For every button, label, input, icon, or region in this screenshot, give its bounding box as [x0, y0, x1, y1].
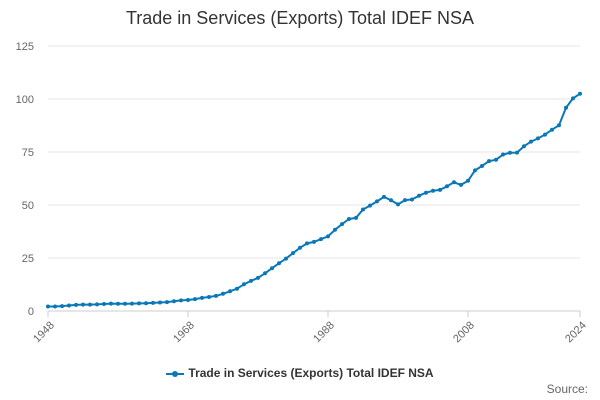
data-point[interactable]	[263, 271, 267, 276]
x-tick-label: 1968	[171, 319, 197, 345]
data-point[interactable]	[361, 207, 365, 212]
data-point[interactable]	[431, 188, 435, 193]
data-point[interactable]	[193, 297, 197, 302]
data-point[interactable]	[480, 164, 484, 168]
y-tick-label: 100	[16, 94, 34, 106]
y-axis: 0 25 50 75 100 125	[16, 41, 34, 318]
legend-marker-icon	[166, 369, 185, 379]
data-point[interactable]	[165, 300, 169, 305]
data-point[interactable]	[543, 132, 547, 137]
x-tick-label: 1948	[31, 319, 57, 345]
data-point[interactable]	[67, 303, 71, 308]
x-tick-label: 2024	[563, 319, 589, 345]
data-point[interactable]	[109, 301, 113, 306]
y-tick-label: 125	[16, 41, 34, 53]
data-point[interactable]	[319, 237, 323, 242]
data-point[interactable]	[200, 295, 204, 300]
data-point[interactable]	[249, 278, 253, 283]
data-point[interactable]	[235, 286, 239, 291]
data-point[interactable]	[186, 298, 190, 302]
data-point[interactable]	[333, 227, 337, 232]
data-point[interactable]	[256, 275, 260, 280]
data-point[interactable]	[74, 302, 78, 307]
data-point[interactable]	[102, 302, 106, 306]
data-point[interactable]	[424, 190, 428, 195]
data-point[interactable]	[326, 234, 330, 239]
data-point[interactable]	[291, 251, 295, 256]
data-point[interactable]	[130, 301, 134, 306]
data-point[interactable]	[347, 217, 351, 221]
data-point[interactable]	[452, 180, 456, 185]
data-point[interactable]	[60, 304, 64, 309]
data-point[interactable]	[151, 300, 155, 305]
data-point[interactable]	[529, 139, 533, 144]
data-point[interactable]	[214, 293, 218, 298]
data-point[interactable]	[487, 159, 491, 164]
data-point[interactable]	[571, 96, 575, 101]
y-tick-label: 50	[22, 200, 34, 212]
data-point[interactable]	[445, 184, 449, 189]
data-point[interactable]	[305, 241, 309, 246]
x-tick-label: 1988	[311, 319, 337, 345]
data-point[interactable]	[536, 136, 540, 141]
data-point[interactable]	[438, 187, 442, 192]
data-point[interactable]	[298, 245, 302, 250]
data-point[interactable]	[53, 304, 57, 309]
data-point[interactable]	[137, 301, 141, 306]
data-point[interactable]	[95, 302, 99, 307]
data-point[interactable]	[340, 222, 344, 227]
data-point[interactable]	[557, 123, 561, 128]
data-point[interactable]	[221, 291, 225, 296]
data-point[interactable]	[312, 239, 316, 244]
data-point[interactable]	[564, 105, 568, 110]
data-point[interactable]	[403, 198, 407, 203]
x-tick-label: 2008	[451, 319, 477, 345]
data-point[interactable]	[172, 299, 176, 304]
data-point[interactable]	[494, 157, 498, 162]
series-group	[46, 91, 582, 309]
data-point[interactable]	[179, 298, 183, 303]
data-point[interactable]	[81, 302, 85, 307]
data-point[interactable]	[116, 301, 120, 306]
data-point[interactable]	[473, 168, 477, 173]
legend[interactable]: Trade in Services (Exports) Total IDEF N…	[0, 366, 600, 380]
legend-label: Trade in Services (Exports) Total IDEF N…	[188, 366, 434, 380]
data-point[interactable]	[515, 150, 519, 155]
y-tick-label: 0	[28, 306, 34, 318]
data-point[interactable]	[417, 193, 421, 198]
data-point[interactable]	[277, 261, 281, 266]
data-point[interactable]	[389, 198, 393, 203]
source-label: Source:	[546, 382, 588, 396]
data-point[interactable]	[46, 304, 50, 309]
y-tick-label: 25	[22, 253, 34, 265]
grid-lines	[48, 45, 580, 312]
data-point[interactable]	[270, 266, 274, 271]
series-line	[47, 92, 581, 308]
data-point[interactable]	[228, 289, 232, 294]
data-point[interactable]	[144, 301, 148, 306]
data-point[interactable]	[508, 150, 512, 155]
data-point[interactable]	[375, 199, 379, 204]
data-point[interactable]	[123, 301, 127, 306]
data-point[interactable]	[396, 202, 400, 207]
data-point[interactable]	[284, 256, 288, 261]
data-point[interactable]	[522, 144, 526, 149]
data-point[interactable]	[242, 282, 246, 287]
x-axis: 1948 1968 1988 2008 2024	[31, 311, 589, 345]
data-point[interactable]	[88, 302, 92, 307]
y-tick-label: 75	[22, 147, 34, 159]
data-point[interactable]	[207, 295, 211, 299]
data-point[interactable]	[459, 182, 463, 187]
data-point[interactable]	[501, 152, 505, 157]
chart-title: Trade in Services (Exports) Total IDEF N…	[125, 8, 475, 28]
data-point[interactable]	[410, 197, 414, 202]
data-point[interactable]	[466, 178, 470, 183]
data-point[interactable]	[550, 127, 554, 132]
data-point[interactable]	[382, 194, 386, 199]
data-point[interactable]	[354, 215, 358, 220]
data-point[interactable]	[368, 203, 372, 208]
data-point[interactable]	[158, 300, 162, 305]
data-point[interactable]	[578, 91, 582, 96]
